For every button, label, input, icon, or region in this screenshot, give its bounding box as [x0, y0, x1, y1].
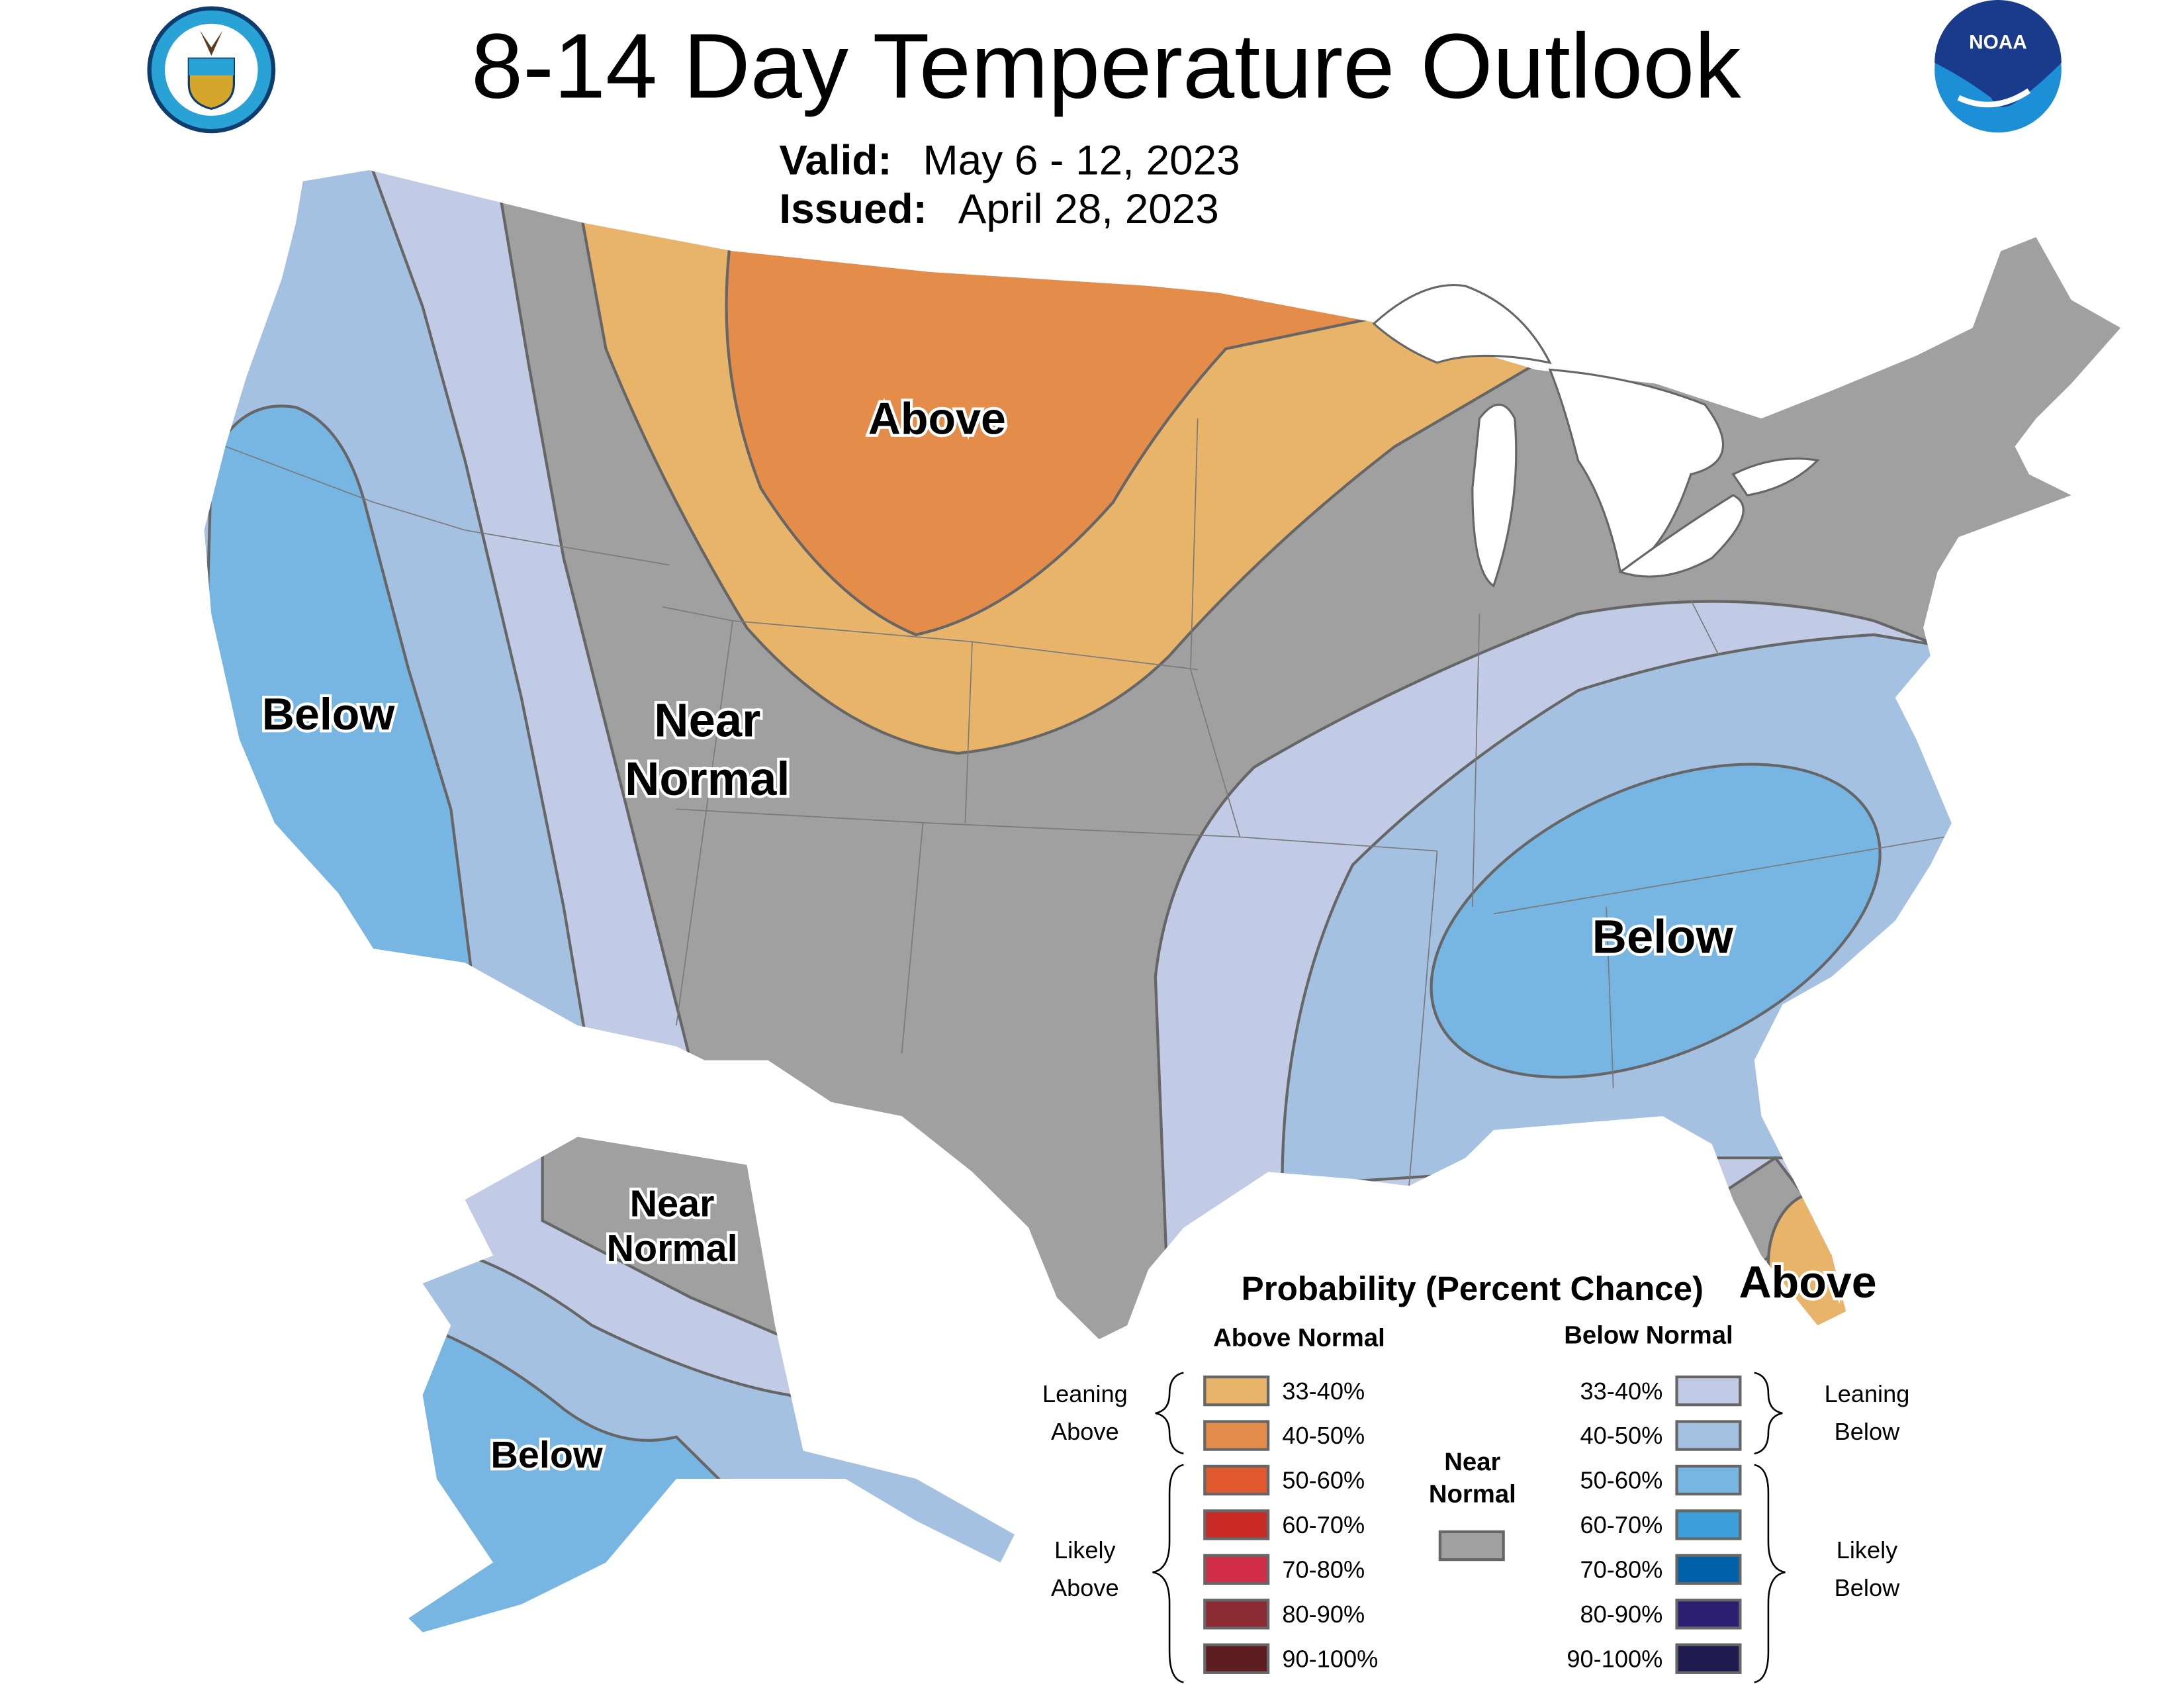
legend-below-swatch: [1675, 1599, 1742, 1630]
doc-seal-logo: [147, 6, 276, 134]
legend-above-swatches: 33-40% 40-50% 50-60% 60-70% 70-80% 80-90% 90-1…: [1203, 1375, 1378, 1674]
legend-above-swatch: [1203, 1509, 1270, 1540]
legend-below-header: Below Normal: [1564, 1321, 1733, 1350]
legend-below-swatch: [1675, 1420, 1742, 1451]
legend-above-label: 50-60%: [1282, 1467, 1365, 1494]
legend-braces: [1152, 1372, 1786, 1683]
legend-below-swatch: [1675, 1464, 1742, 1496]
legend-above-swatch: [1203, 1420, 1270, 1451]
valid-value: May 6 - 12, 2023: [923, 137, 1240, 184]
legend-below-label: 33-40%: [1580, 1378, 1663, 1405]
alaska-map: [408, 1137, 1015, 1632]
legend-above-header: Above Normal: [1213, 1324, 1385, 1352]
noaa-logo-text: NOAA: [1969, 32, 2027, 54]
legend-below-label: 60-70%: [1580, 1511, 1663, 1538]
noaa-logo: NOAA: [1934, 0, 2062, 133]
issued-label: Issued:: [779, 185, 927, 232]
legend-below-swatch: [1675, 1375, 1742, 1407]
label-alaska-normal: Normal: [607, 1227, 738, 1270]
legend-below-swatches: 33-40% 40-50% 50-60% 60-70% 70-80% 80-90% 90-1…: [1567, 1375, 1742, 1674]
page-title: 8-14 Day Temperature Outlook: [471, 14, 1742, 117]
legend-below-swatch: [1675, 1509, 1742, 1540]
legend-below-label: 50-60%: [1580, 1467, 1663, 1494]
label-central-near: Near: [654, 694, 760, 747]
legend-near-1: Near: [1444, 1448, 1500, 1476]
zone-southeast-below-50-60: [1430, 763, 1882, 1079]
legend-above-swatch: [1203, 1599, 1270, 1630]
label-southeast-below: Below: [1592, 911, 1734, 964]
legend-leaning-above-1: Leaning: [1042, 1380, 1128, 1407]
legend-below-swatch: [1675, 1554, 1742, 1585]
legend-near-2: Normal: [1429, 1480, 1516, 1509]
legend-likely-below-1: Likely: [1837, 1536, 1898, 1564]
label-west-below: Below: [262, 690, 395, 739]
label-alaska-below: Below: [490, 1434, 603, 1476]
legend-below-label: 40-50%: [1580, 1422, 1663, 1449]
valid-label: Valid:: [779, 137, 891, 184]
legend-likely-below-2: Below: [1835, 1574, 1901, 1601]
legend-leaning-above-2: Above: [1051, 1418, 1119, 1445]
label-plains-above: Above: [868, 395, 1006, 444]
legend-leaning-below-1: Leaning: [1825, 1380, 1910, 1407]
legend-likely-above-2: Above: [1051, 1574, 1119, 1601]
legend-below-label: 80-90%: [1580, 1601, 1663, 1628]
legend-near-normal-swatch: [1438, 1530, 1505, 1562]
label-alaska-near: Near: [630, 1183, 715, 1225]
legend-above-swatch: [1203, 1643, 1270, 1674]
legend-title: Probability (Percent Chance): [1242, 1270, 1704, 1307]
legend-likely-above-1: Likely: [1054, 1536, 1116, 1564]
state-boundaries: [225, 418, 1945, 1186]
legend-above-label: 90-100%: [1282, 1646, 1378, 1673]
legend-below-label: 70-80%: [1580, 1556, 1663, 1583]
great-lakes: [1372, 284, 1820, 588]
legend: Probability (Percent Chance) Above Norma…: [1042, 1270, 1910, 1683]
legend-above-label: 33-40%: [1282, 1378, 1365, 1405]
legend-above-swatch: [1203, 1464, 1270, 1496]
legend-above-label: 60-70%: [1282, 1511, 1365, 1538]
label-central-normal: Normal: [625, 753, 790, 806]
label-florida-above: Above: [1739, 1258, 1876, 1307]
legend-above-swatch: [1203, 1554, 1270, 1585]
legend-above-label: 70-80%: [1282, 1556, 1365, 1583]
legend-above-label: 40-50%: [1282, 1422, 1365, 1449]
legend-above-swatch: [1203, 1375, 1270, 1407]
legend-above-label: 80-90%: [1282, 1601, 1365, 1628]
issued-value: April 28, 2023: [958, 185, 1219, 232]
legend-below-label: 90-100%: [1567, 1646, 1662, 1673]
legend-below-swatch: [1675, 1643, 1742, 1674]
legend-leaning-below-2: Below: [1835, 1418, 1901, 1445]
